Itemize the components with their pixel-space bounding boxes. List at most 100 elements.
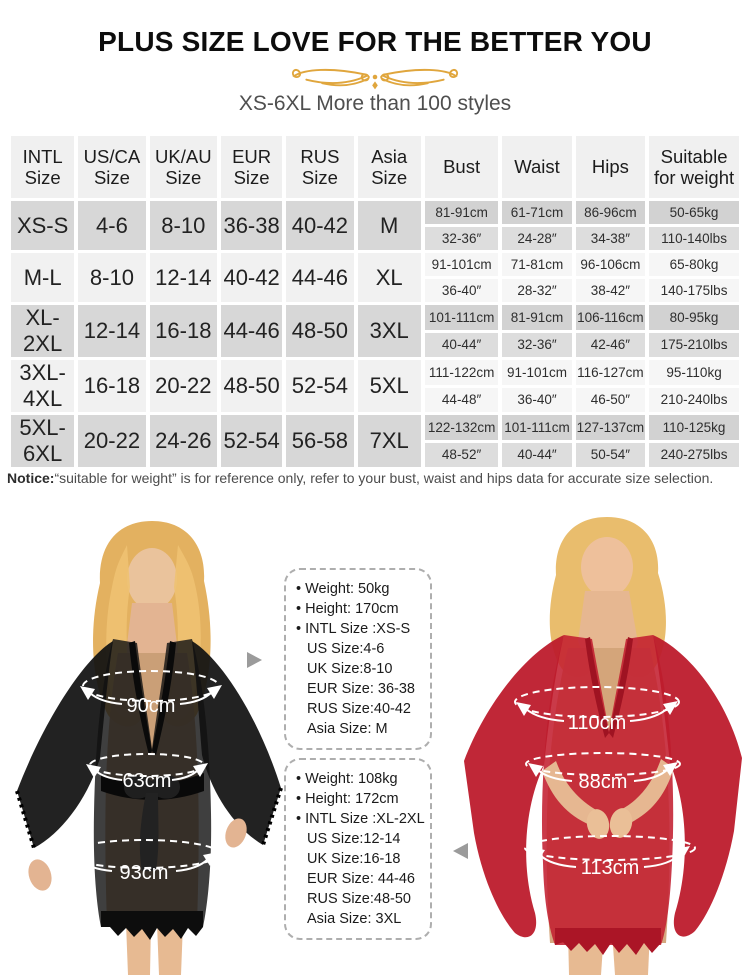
cell-asia: M xyxy=(357,201,421,250)
table-header-row: INTL Size US/CA Size UK/AU Size EUR Size… xyxy=(11,136,739,198)
cell-eur: 48-50 xyxy=(220,360,283,412)
cell-rus: 48-50 xyxy=(286,305,354,357)
info-line: • INTL Size :XS-S xyxy=(296,621,411,637)
notice-label: Notice: xyxy=(7,470,55,486)
cell-asia: 7XL xyxy=(357,415,421,467)
cell-weight-lb: 240-275lbs xyxy=(649,442,739,467)
table-row: 5XL-6XL 20-22 24-26 52-54 56-58 7XL 122-… xyxy=(11,415,739,467)
cell-asia: 3XL xyxy=(357,305,421,357)
cell-hips-in: 50-54″ xyxy=(575,442,646,467)
cell-waist-in: 40-44″ xyxy=(502,442,572,467)
cell-usca: 20-22 xyxy=(78,415,146,467)
cell-waist-cm: 71-81cm xyxy=(502,253,572,276)
cell-waist-cm: 81-91cm xyxy=(502,305,572,330)
left-bust-label: 90cm xyxy=(127,695,176,717)
cell-bust-in: 40-44″ xyxy=(424,332,499,357)
cell-weight-kg: 50-65kg xyxy=(649,201,739,224)
cell-ukau: 12-14 xyxy=(149,253,217,302)
cell-rus: 40-42 xyxy=(286,201,354,250)
cell-intl: 5XL-6XL xyxy=(11,415,75,467)
cell-bust-cm: 101-111cm xyxy=(424,305,499,330)
cell-intl: XS-S xyxy=(11,201,75,250)
cell-intl: XL-2XL xyxy=(11,305,75,357)
right-hips-measure: 113cm xyxy=(524,835,696,879)
col-header-usca: US/CA Size xyxy=(78,136,146,198)
cell-bust-cm: 81-91cm xyxy=(424,201,499,224)
cell-weight-kg: 110-125kg xyxy=(649,415,739,440)
model-photo-black-robe: 90cm 63cm 93cm xyxy=(15,521,283,975)
cell-hips-in: 38-42″ xyxy=(575,279,646,302)
cell-bust-in: 32-36″ xyxy=(424,227,499,250)
cell-usca: 4-6 xyxy=(78,201,146,250)
cell-eur: 52-54 xyxy=(220,415,283,467)
cell-rus: 56-58 xyxy=(286,415,354,467)
info-line: • INTL Size :XL-2XL xyxy=(296,811,425,827)
info-line: • Weight: 50kg xyxy=(296,581,390,597)
cell-intl: 3XL-4XL xyxy=(11,360,75,412)
left-waist-measure: 63cm xyxy=(86,753,208,792)
left-hips-measure: 93cm xyxy=(67,839,221,884)
right-waist-measure: 88cm xyxy=(525,752,681,793)
col-header-asia: Asia Size xyxy=(357,136,421,198)
cell-ukau: 8-10 xyxy=(149,201,217,250)
cell-waist-cm: 61-71cm xyxy=(502,201,572,224)
col-header-bust: Bust xyxy=(424,136,499,198)
cell-usca: 12-14 xyxy=(78,305,146,357)
notice-text: Notice:“suitable for weight” is for refe… xyxy=(7,470,747,486)
cell-waist-in: 32-36″ xyxy=(502,332,572,357)
cell-weight-lb: 210-240lbs xyxy=(649,387,739,412)
info-line: EUR Size: 36-38 xyxy=(307,681,415,697)
table-row: 44-48″ 36-40″ 46-50″ 210-240lbs xyxy=(11,387,739,412)
cell-ukau: 24-26 xyxy=(149,415,217,467)
cell-asia: 5XL xyxy=(357,360,421,412)
cell-bust-in: 48-52″ xyxy=(424,442,499,467)
cell-weight-kg: 80-95kg xyxy=(649,305,739,330)
cell-rus: 44-46 xyxy=(286,253,354,302)
cell-waist-cm: 101-111cm xyxy=(502,415,572,440)
cell-weight-kg: 95-110kg xyxy=(649,360,739,385)
cell-waist-in: 28-32″ xyxy=(502,279,572,302)
cell-hips-cm: 127-137cm xyxy=(575,415,646,440)
right-waist-label: 88cm xyxy=(579,771,628,793)
cell-eur: 36-38 xyxy=(220,201,283,250)
cell-hips-in: 46-50″ xyxy=(575,387,646,412)
cell-asia: XL xyxy=(357,253,421,302)
cell-eur: 44-46 xyxy=(220,305,283,357)
cell-hips-cm: 96-106cm xyxy=(575,253,646,276)
table-row: 3XL-4XL 16-18 20-22 48-50 52-54 5XL 111-… xyxy=(11,360,739,412)
info-line: EUR Size: 44-46 xyxy=(307,871,415,887)
cell-bust-cm: 91-101cm xyxy=(424,253,499,276)
col-header-rus: RUS Size xyxy=(286,136,354,198)
cell-usca: 16-18 xyxy=(78,360,146,412)
cell-hips-cm: 86-96cm xyxy=(575,201,646,224)
info-line: UK Size:8-10 xyxy=(307,661,393,677)
col-header-weight: Suitable for weight xyxy=(649,136,739,198)
col-header-ukau: UK/AU Size xyxy=(149,136,217,198)
table-row: 40-44″ 32-36″ 42-46″ 175-210lbs xyxy=(11,332,739,357)
info-line: • Weight: 108kg xyxy=(296,771,398,787)
subtitle: XS-6XL More than 100 styles xyxy=(238,92,512,115)
cell-hips-in: 42-46″ xyxy=(575,332,646,357)
cell-waist-in: 36-40″ xyxy=(502,387,572,412)
model-figure-right xyxy=(464,517,742,975)
left-bust-measure: 90cm xyxy=(80,670,222,717)
cell-rus: 52-54 xyxy=(286,360,354,412)
info-line: UK Size:16-18 xyxy=(307,851,401,867)
col-header-waist: Waist xyxy=(502,136,572,198)
cell-usca: 8-10 xyxy=(78,253,146,302)
page-title: PLUS SIZE LOVE FOR THE BETTER YOU xyxy=(98,26,652,57)
right-bust-label: 110cm xyxy=(568,712,627,734)
table-row: XS-S 4-6 8-10 36-38 40-42 M 81-91cm 61-7… xyxy=(11,201,739,250)
table-row: M-L 8-10 12-14 40-42 44-46 XL 91-101cm 7… xyxy=(11,253,739,302)
info-line: • Height: 172cm xyxy=(296,791,399,807)
cell-hips-cm: 116-127cm xyxy=(575,360,646,385)
cell-bust-in: 36-40″ xyxy=(424,279,499,302)
info-line: • Height: 170cm xyxy=(296,601,399,617)
cell-bust-in: 44-48″ xyxy=(424,387,499,412)
col-header-eur: EUR Size xyxy=(220,136,283,198)
right-model-info-box: • Weight: 108kg • Height: 172cm • INTL S… xyxy=(284,758,432,940)
cell-ukau: 16-18 xyxy=(149,305,217,357)
right-bust-measure: 110cm xyxy=(514,686,680,734)
cell-weight-lb: 110-140lbs xyxy=(649,227,739,250)
cell-ukau: 20-22 xyxy=(149,360,217,412)
